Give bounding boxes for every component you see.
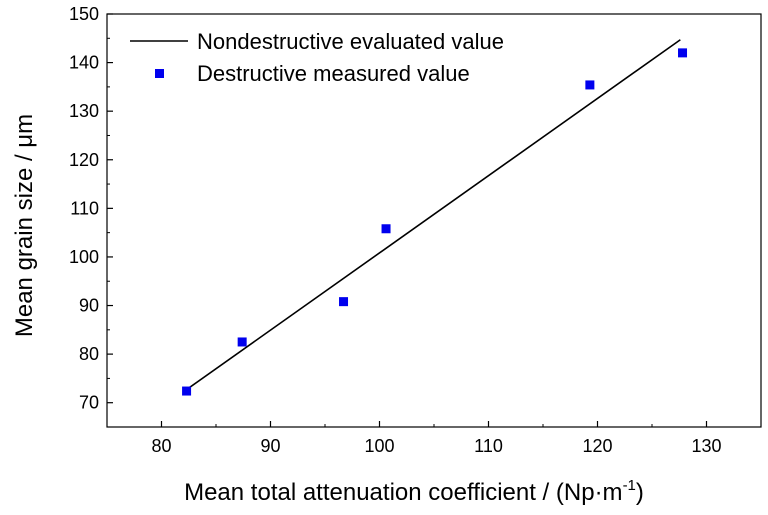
x-tick-label: 100 <box>364 436 394 456</box>
x-tick-label: 120 <box>582 436 612 456</box>
y-tick-label: 140 <box>69 53 99 73</box>
plot-area-frame <box>106 13 762 428</box>
x-tick-label: 130 <box>691 436 721 456</box>
x-tick-labels: 80 90 100 110 120 130 <box>151 436 721 456</box>
data-point <box>678 48 688 58</box>
x-tick-label: 80 <box>151 436 171 456</box>
x-tick-label: 90 <box>260 436 280 456</box>
legend-square-marker <box>155 69 164 78</box>
y-tick-label: 80 <box>79 344 99 364</box>
data-point <box>182 386 192 396</box>
x-axis-title: Mean total attenuation coefficient / (Np… <box>184 477 644 506</box>
fit-line <box>186 39 681 391</box>
y-tick-label: 150 <box>69 4 99 24</box>
y-tick-label: 110 <box>70 198 99 218</box>
x-tick-label: 110 <box>474 436 503 456</box>
y-tick-label: 70 <box>79 393 99 413</box>
y-tick-labels: 70 80 90 100 110 120 130 140 150 <box>69 4 99 413</box>
data-point <box>339 297 349 307</box>
data-point <box>237 337 247 347</box>
y-tick-label: 90 <box>79 296 99 316</box>
y-tick-label: 120 <box>69 150 99 170</box>
x-axis-title-superscript: -1 <box>623 477 636 494</box>
x-axis-title-close: ) <box>636 479 644 506</box>
y-tick-label: 130 <box>69 101 99 121</box>
series-layer <box>182 39 688 396</box>
y-axis-title: Mean grain size / μm <box>11 114 38 337</box>
data-point <box>585 80 595 90</box>
legend-entry-nondestructive: Nondestructive evaluated value <box>197 29 504 54</box>
x-axis-title-main: Mean total attenuation coefficient / (Np… <box>184 479 622 506</box>
legend-entry-destructive: Destructive measured value <box>197 61 470 86</box>
y-tick-label: 100 <box>69 247 99 267</box>
legend: Nondestructive evaluated value Destructi… <box>130 29 504 86</box>
data-point <box>381 224 391 234</box>
